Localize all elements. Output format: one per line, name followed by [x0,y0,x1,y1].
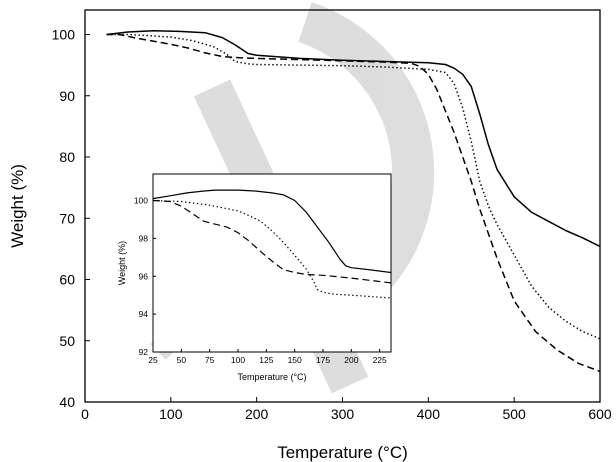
inset-x-tick-label: 200 [344,355,358,365]
main-y-tick-label: 40 [59,394,75,410]
main-y-tick-label: 60 [59,272,75,288]
main-series-dotted-line [106,33,601,340]
main-x-axis-label: Temperature (°C) [277,443,408,462]
inset-x-tick-label: 50 [177,355,187,365]
inset-series-solid-line [152,189,392,274]
inset-x-tick-label: 225 [373,355,387,365]
inset-background [153,174,391,352]
inset-series-dashed-line [152,199,392,284]
main-x-tick-label: 0 [81,406,89,422]
main-x-tick-label: 600 [588,406,612,422]
inset-x-axis-label: Temperature (°C) [237,372,306,382]
inset-y-axis-label: Weight (%) [117,241,127,285]
main-series-solid-line [106,30,601,248]
inset-plot: 25 50 75 100 125 150 175 200 225 92 94 96 98 100 Tempe… [117,173,392,382]
main-y-tick-label: 70 [59,210,75,226]
main-y-tick-label: 100 [52,27,76,43]
inset-y-tick-label: 98 [139,233,149,243]
main-x-tick-label: 300 [331,406,355,422]
inset-y-tick-label: 94 [139,309,149,319]
main-x-tick-label: 200 [245,406,269,422]
inset-plot-frame [152,173,392,353]
main-y-tick-label: 90 [59,88,75,104]
main-y-axis-label: Weight (%) [8,164,27,248]
inset-x-tick-label: 100 [231,355,245,365]
main-x-tick-label: 400 [417,406,441,422]
main-series-dashed-line [106,33,601,373]
main-y-tick-label: 80 [59,149,75,165]
main-x-tick-label: 500 [502,406,526,422]
inset-x-tick-label: 125 [259,355,273,365]
inset-y-tick-label: 100 [134,196,148,206]
inset-y-tick-label: 96 [139,271,149,281]
inset-series-dotted-line [152,199,392,299]
inset-x-tick-label: 75 [205,355,215,365]
main-y-tick-label: 50 [59,333,75,349]
inset-x-tick-label: 25 [148,355,158,365]
inset-y-tick-label: 92 [139,347,149,357]
main-plot: 0 100 200 300 400 500 600 40 50 60 70 80 90 100 Temper… [8,9,612,462]
main-x-tick-label: 100 [159,406,183,422]
inset-x-tick-label: 150 [288,355,302,365]
inset-x-tick-label: 175 [316,355,330,365]
